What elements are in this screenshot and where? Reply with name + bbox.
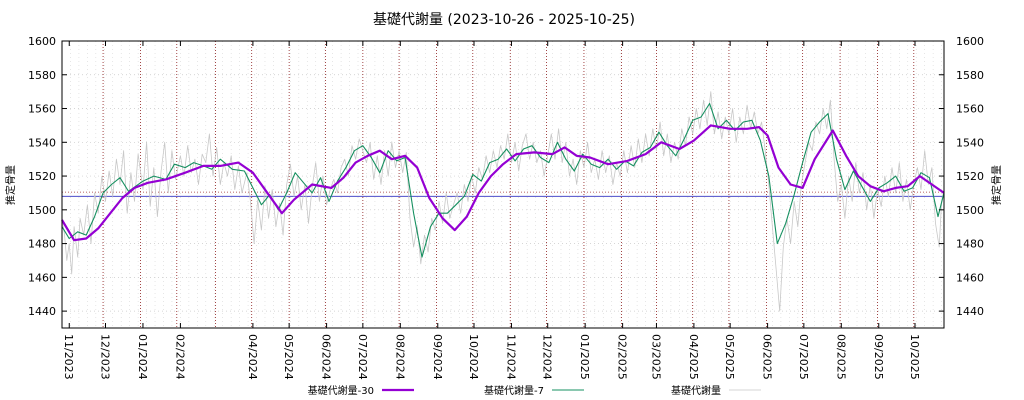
series-layer (61, 91, 945, 312)
x-tick-label: 11/2024 (504, 334, 517, 380)
x-tick-label: 04/2025 (687, 334, 700, 380)
y-tick-label-left: 1500 (28, 204, 56, 217)
x-tick-label: 11/2023 (62, 334, 75, 380)
series-line-ma30 (61, 124, 945, 242)
x-tick-label: 06/2025 (761, 334, 774, 380)
y-tick-label-left: 1600 (28, 35, 56, 48)
x-tick-label: 10/2024 (467, 334, 480, 380)
x-tick-label: 09/2025 (872, 334, 885, 380)
y-tick-label-left: 1480 (28, 238, 56, 251)
y-tick-label-left: 1560 (28, 103, 56, 116)
x-tick-label: 12/2024 (541, 334, 554, 380)
x-tick-label: 08/2025 (834, 334, 847, 380)
x-tick-label: 04/2024 (246, 334, 259, 380)
x-tick-label: 07/2025 (797, 334, 810, 380)
x-tick-label: 10/2025 (908, 334, 921, 380)
x-tick-layer: 11/2023 12/2023 01/2024 02/2024 04/2024 05/20… (62, 41, 921, 380)
x-tick-label: 07/2024 (356, 334, 369, 380)
plot-frame (61, 40, 945, 329)
y-tick-label-right: 1440 (956, 305, 984, 318)
y-tick-label-left: 1580 (28, 69, 56, 82)
legend-label: 基礎代謝量 (671, 384, 721, 397)
x-tick-label: 06/2024 (320, 334, 333, 380)
y-tick-label-left: 1440 (28, 305, 56, 318)
y-axis-label-left: 推定骨量 (4, 165, 17, 205)
y-axis-label-right: 推定骨量 (990, 165, 1003, 205)
y-tick-label-right: 1500 (956, 204, 984, 217)
x-tick-label: 02/2025 (616, 334, 629, 380)
legend: 基礎代謝量-30 基礎代謝量-7 基礎代謝量 (308, 384, 761, 397)
series-line-raw (61, 91, 945, 312)
y-tick-label-left: 1460 (28, 271, 56, 284)
y-tick-label-left: 1520 (28, 170, 56, 183)
x-tick-label: 08/2024 (393, 334, 406, 380)
series-line-ma7 (61, 102, 945, 258)
x-tick-label: 05/2025 (723, 334, 736, 380)
x-tick-label: 01/2024 (136, 334, 149, 380)
y-tick-label-left: 1540 (28, 136, 56, 149)
legend-label: 基礎代謝量-30 (308, 384, 374, 397)
legend-label: 基礎代謝量-7 (484, 384, 544, 397)
y-tick-label-right: 1540 (956, 136, 984, 149)
y-tick-label-right: 1480 (956, 238, 984, 251)
chart-title: 基礎代謝量 (2023-10-26 - 2025-10-25) (373, 11, 635, 28)
x-tick-label: 12/2023 (98, 334, 111, 380)
x-tick-label: 02/2024 (173, 334, 186, 380)
x-tick-label: 03/2025 (649, 334, 662, 380)
reference-line-layer (62, 191, 944, 197)
x-tick-label: 09/2024 (431, 334, 444, 380)
y-tick-label-right: 1580 (956, 69, 984, 82)
x-tick-label: 01/2025 (578, 334, 591, 380)
y-tick-label-right: 1560 (956, 103, 984, 116)
y-tick-label-right: 1520 (956, 170, 984, 183)
x-tick-label: 05/2024 (282, 334, 295, 380)
y-tick-label-right: 1460 (956, 271, 984, 284)
y-tick-label-right: 1600 (956, 35, 984, 48)
y-tick-layer: 1440 1440 1460 1460 1480 1480 1500 1500 1520 1520… (28, 35, 984, 318)
